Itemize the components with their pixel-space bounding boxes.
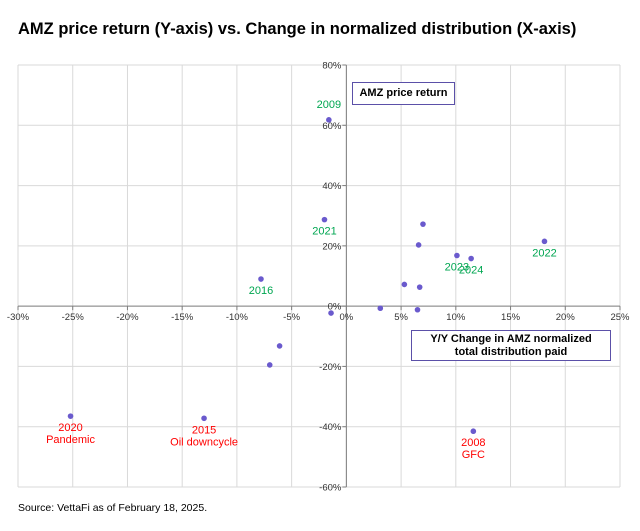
data-point: [258, 276, 264, 282]
source-note: Source: VettaFi as of February 18, 2025.: [18, 502, 208, 514]
data-point: [321, 216, 328, 223]
y-tick-label: 40%: [322, 181, 342, 192]
data-point: [326, 117, 332, 123]
x-tick-label: -20%: [116, 312, 139, 323]
point-label: 2016: [249, 285, 273, 297]
y-tick-label: -20%: [319, 362, 342, 373]
y-axis-title-box: AMZ price return: [352, 82, 455, 105]
point-label: 2022: [532, 247, 556, 259]
x-tick-label: -10%: [226, 312, 249, 323]
x-tick-label: 25%: [610, 312, 630, 323]
x-axis-title-box: Y/Y Change in AMZ normalized total distr…: [411, 330, 611, 361]
point-label: 2020 Pandemic: [46, 422, 95, 446]
data-point: [201, 415, 207, 422]
data-point: [401, 281, 408, 288]
data-point: [468, 255, 474, 262]
x-tick-label: 0%: [339, 312, 353, 323]
x-tick-label: 20%: [556, 312, 576, 323]
data-point: [415, 242, 422, 248]
x-tick-label: 10%: [446, 312, 466, 323]
point-label: 2021: [312, 226, 336, 238]
axes: [17, 64, 621, 488]
y-tick-label: 60%: [322, 121, 342, 132]
x-tick-label: -30%: [7, 312, 30, 323]
y-tick-label: -60%: [319, 483, 342, 494]
y-tick-label: 0%: [328, 302, 342, 313]
data-point: [266, 362, 273, 368]
y-tick-label: -40%: [319, 422, 342, 433]
data-points: [67, 117, 548, 435]
data-point: [414, 306, 421, 313]
tick-labels: -30% -25% -20% -15% -10% -5% 0% 5% 10% 15% 20% 25% 8…: [7, 61, 630, 494]
data-point: [454, 252, 460, 259]
x-tick-label: -25%: [62, 312, 85, 323]
data-point: [470, 428, 477, 435]
data-point: [420, 221, 426, 227]
point-label: 2015 Oil downcycle: [170, 424, 238, 448]
point-label: 2008 GFC: [461, 437, 485, 461]
data-point: [328, 310, 334, 316]
x-tick-label: -5%: [283, 312, 300, 323]
y-tick-label: 80%: [322, 61, 342, 72]
y-tick-label: 20%: [322, 241, 342, 252]
data-point: [276, 343, 283, 349]
data-point: [416, 284, 423, 290]
point-label: 2023: [445, 262, 469, 274]
chart-title: AMZ price return (Y-axis) vs. Change in …: [18, 20, 577, 38]
x-tick-label: 5%: [394, 312, 408, 323]
point-labels: 2020 Pandemic 2015 Oil downcycle 2016 2021 200…: [46, 99, 557, 461]
point-label: 2024: [459, 265, 483, 277]
data-point: [541, 238, 548, 245]
x-tick-label: 15%: [501, 312, 521, 323]
x-tick-label: -15%: [171, 312, 194, 323]
data-point: [377, 305, 384, 312]
point-label: 2009: [317, 99, 341, 111]
data-point: [67, 413, 74, 419]
